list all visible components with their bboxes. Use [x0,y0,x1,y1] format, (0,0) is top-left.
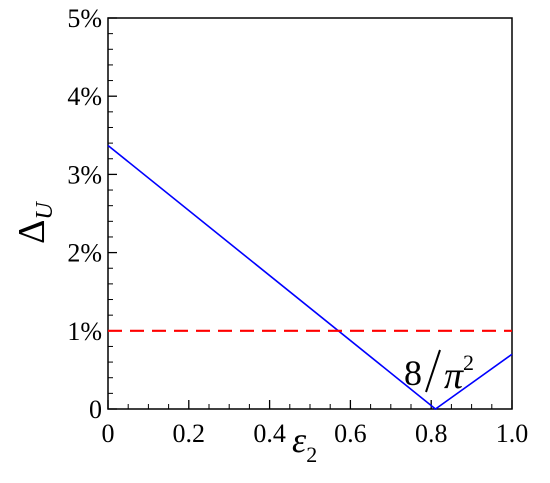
y-tick-labels: 0 1% 2% 3% 4% 5% [67,4,102,424]
y-tick-label-1: 1% [67,317,102,346]
x-axis-label-main: ε [292,420,307,460]
x-axis-label: ε2 [292,420,317,467]
y-axis-label-sub: U [32,201,58,220]
x-axis-label-sub: 2 [306,442,317,467]
y-axis-label: ΔU [11,201,58,244]
x-tick-label-2: 0.4 [253,419,286,448]
x-tick-labels: 0 0.2 0.4 0.6 0.8 1.0 [102,419,529,448]
y-tick-label-0: 0 [89,395,102,424]
plot-border [107,17,513,410]
y-tick-label-5: 5% [67,4,102,33]
series-group [107,144,513,411]
annotation-slash [425,349,441,393]
x-tick-label-4: 0.8 [415,419,448,448]
y-tick-label-4: 4% [67,82,102,111]
annotation-denominator: π2 [444,350,474,397]
delta-u-line [107,144,513,411]
annotation-exponent: 2 [463,350,474,375]
y-tick-label-2: 2% [67,239,102,268]
x-tick-label-0: 0 [102,419,115,448]
annotation-denominator-symbol: π [444,355,464,397]
x-tick-label-5: 1.0 [496,419,529,448]
annotation-numerator: 8 [404,353,422,393]
annotation-8-over-pi-squared: 8 π2 [404,349,474,397]
tick-marks [107,17,513,410]
x-tick-label-3: 0.6 [334,419,367,448]
y-axis-label-main: Δ [11,220,53,244]
x-tick-label-1: 0.2 [173,419,206,448]
plot-frame [107,17,513,410]
y-tick-label-3: 3% [67,160,102,189]
